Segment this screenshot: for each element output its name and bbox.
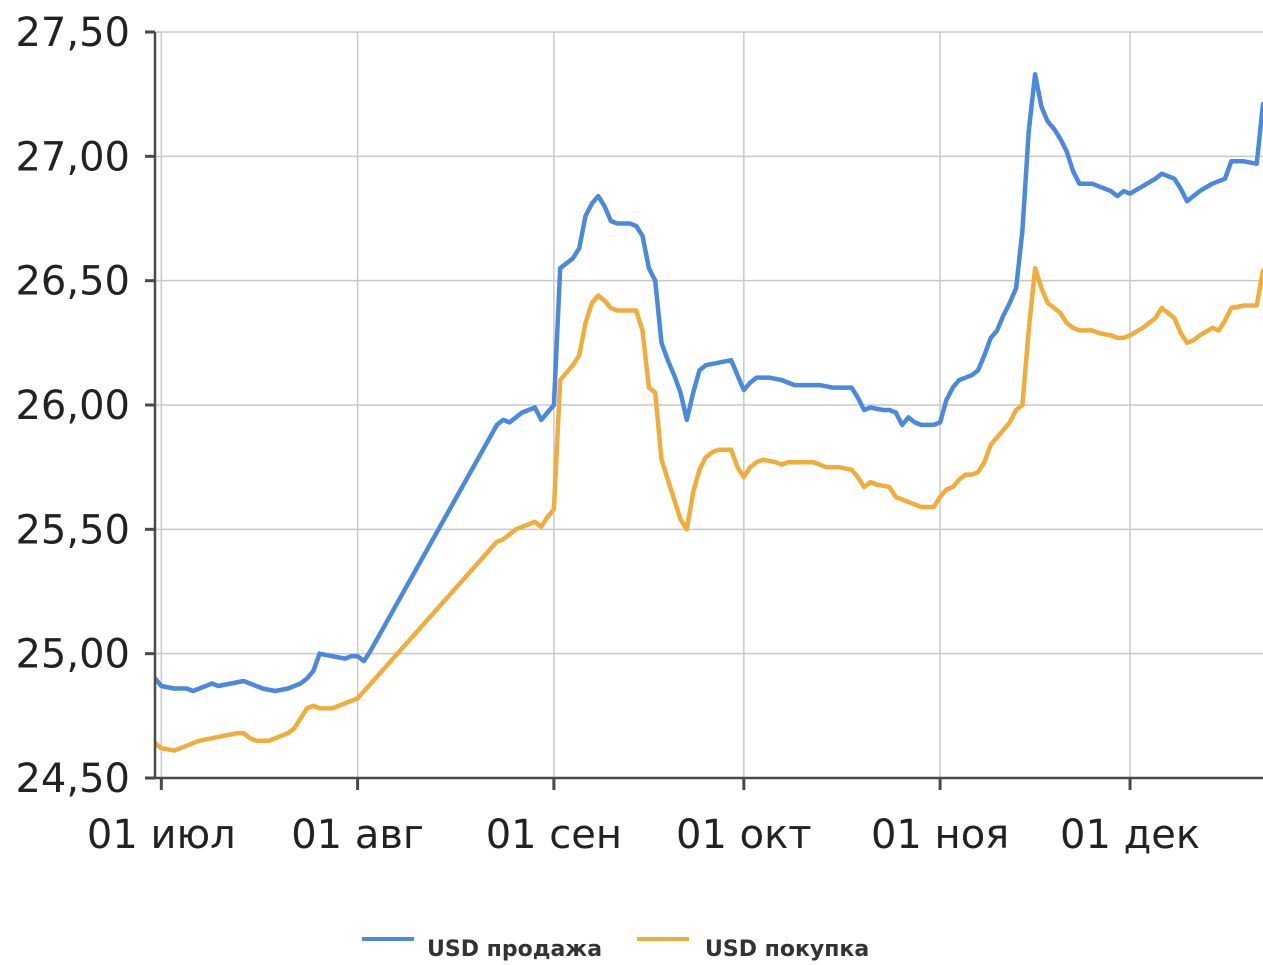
legend: USD продажа USD покупка (362, 937, 869, 962)
grid (155, 31, 1263, 779)
legend-label-usd-sell: USD продажа (427, 937, 602, 962)
legend-item-usd-sell[interactable]: USD продажа (362, 937, 602, 962)
x-tick-label: 01 ноя (871, 812, 1009, 858)
y-tick-label: 27,00 (15, 134, 130, 180)
legend-label-usd-buy: USD покупка (705, 937, 869, 962)
x-tick-label: 01 дек (1060, 812, 1200, 858)
x-tick-label: 01 июл (87, 812, 236, 858)
x-tick-label: 01 сен (486, 812, 622, 858)
x-tick-label: 01 окт (676, 812, 812, 858)
legend-item-usd-buy[interactable]: USD покупка (637, 937, 869, 962)
y-tick-label: 24,50 (15, 756, 130, 802)
axes: 24,50 25,00 25,50 26,00 26,50 27,00 27,50 01 ию… (15, 10, 1263, 858)
y-tick-label: 25,50 (15, 507, 130, 553)
y-tick-label: 27,50 (15, 10, 130, 56)
y-tick-label: 26,50 (15, 259, 130, 305)
series-lines (155, 72, 1263, 753)
x-tick-label: 01 авг (291, 812, 424, 858)
series-line-usd-sell (155, 72, 1263, 694)
y-tick-label: 25,00 (15, 632, 130, 678)
y-tick-label: 26,00 (15, 383, 130, 429)
series-line-usd-buy (155, 265, 1263, 753)
